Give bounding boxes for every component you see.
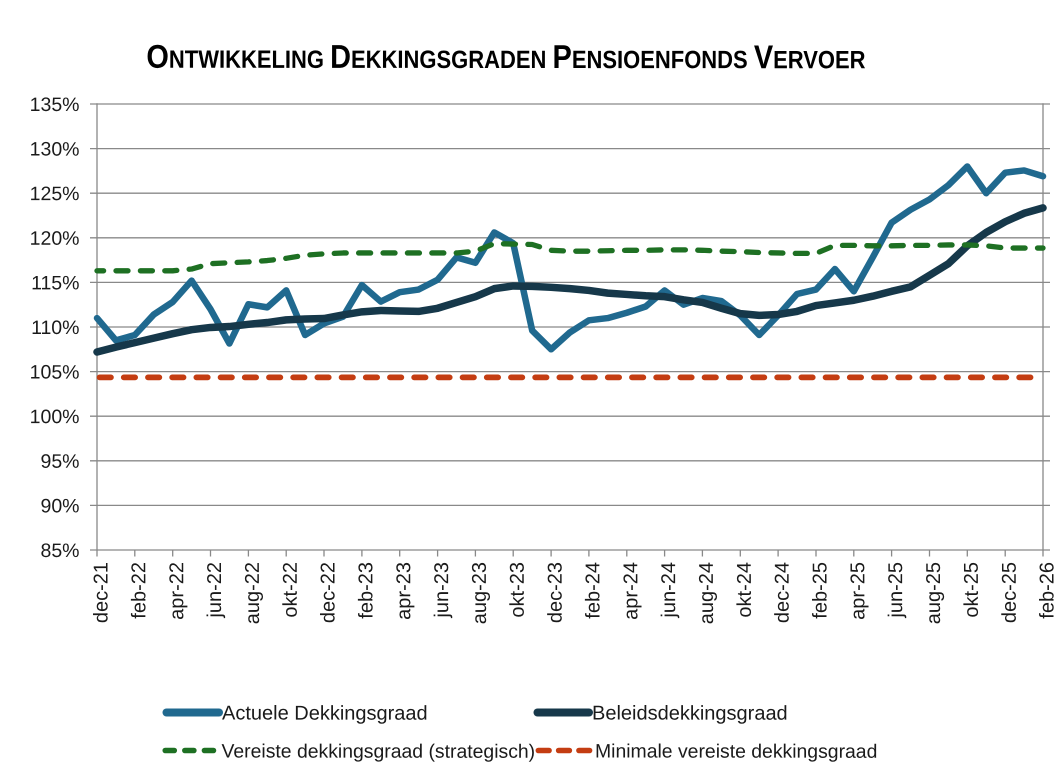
svg-text:feb-26: feb-26 xyxy=(1037,562,1059,619)
svg-text:Minimale vereiste dekkingsgraa: Minimale vereiste dekkingsgraad xyxy=(595,741,877,763)
svg-text:90%: 90% xyxy=(40,495,79,517)
svg-text:100%: 100% xyxy=(30,406,80,428)
svg-text:dec-22: dec-22 xyxy=(318,562,340,623)
svg-text:aug-25: aug-25 xyxy=(923,562,945,624)
svg-text:apr-24: apr-24 xyxy=(620,562,642,620)
svg-text:jun-25: jun-25 xyxy=(885,562,907,619)
svg-text:apr-22: apr-22 xyxy=(166,562,188,620)
svg-text:okt-22: okt-22 xyxy=(280,562,302,618)
svg-text:aug-24: aug-24 xyxy=(696,562,718,624)
svg-text:feb-24: feb-24 xyxy=(582,562,604,619)
svg-text:jun-22: jun-22 xyxy=(204,562,226,619)
svg-text:feb-25: feb-25 xyxy=(810,562,832,619)
svg-text:115%: 115% xyxy=(31,272,79,294)
svg-text:130%: 130% xyxy=(30,139,80,161)
svg-text:dec-23: dec-23 xyxy=(545,562,567,623)
svg-text:okt-25: okt-25 xyxy=(961,562,983,618)
svg-text:okt-24: okt-24 xyxy=(734,562,756,618)
svg-text:apr-23: apr-23 xyxy=(393,562,415,620)
svg-text:120%: 120% xyxy=(30,228,80,250)
svg-text:110%: 110% xyxy=(31,317,79,339)
svg-text:aug-23: aug-23 xyxy=(469,562,491,624)
svg-text:dec-25: dec-25 xyxy=(999,562,1021,623)
svg-text:feb-23: feb-23 xyxy=(355,562,377,619)
svg-text:feb-22: feb-22 xyxy=(128,562,150,619)
svg-text:aug-22: aug-22 xyxy=(242,562,264,624)
svg-text:jun-23: jun-23 xyxy=(431,562,453,619)
svg-text:Vereiste dekkingsgraad (strate: Vereiste dekkingsgraad (strategisch) xyxy=(221,741,535,763)
svg-text:105%: 105% xyxy=(30,362,80,384)
svg-text:dec-24: dec-24 xyxy=(772,562,794,623)
svg-text:okt-23: okt-23 xyxy=(507,562,529,618)
svg-text:Actuele Dekkingsgraad: Actuele Dekkingsgraad xyxy=(222,703,428,725)
svg-text:125%: 125% xyxy=(30,183,80,205)
svg-text:135%: 135% xyxy=(30,94,80,116)
svg-text:jun-24: jun-24 xyxy=(658,562,680,619)
svg-text:Beleidsdekkingsgraad: Beleidsdekkingsgraad xyxy=(592,703,788,725)
svg-text:85%: 85% xyxy=(40,540,79,562)
svg-text:95%: 95% xyxy=(40,451,79,473)
svg-text:apr-25: apr-25 xyxy=(847,562,869,620)
svg-text:dec-21: dec-21 xyxy=(91,562,113,623)
